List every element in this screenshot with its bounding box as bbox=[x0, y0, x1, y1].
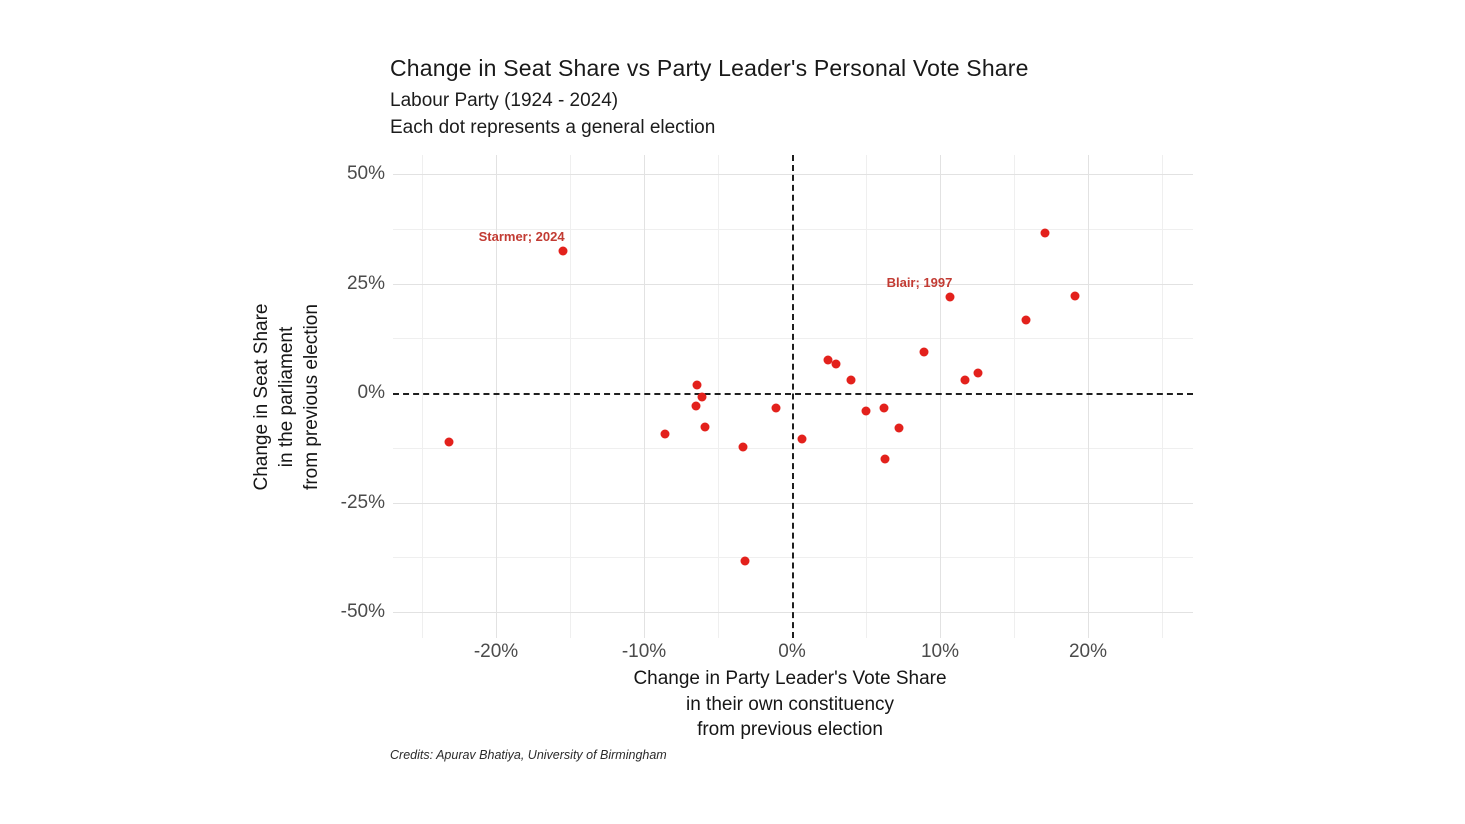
gridline-x-minor bbox=[422, 155, 423, 638]
data-point bbox=[879, 403, 889, 413]
data-point bbox=[1070, 291, 1080, 301]
data-point bbox=[691, 401, 701, 411]
y-tick-label: 50% bbox=[346, 163, 385, 184]
data-point bbox=[846, 375, 856, 385]
data-point bbox=[1040, 228, 1050, 238]
data-point bbox=[738, 442, 748, 452]
data-point bbox=[660, 429, 670, 439]
y-tick-label: 25% bbox=[346, 272, 385, 294]
gridline-x-minor bbox=[1014, 155, 1015, 638]
gridline-x-minor bbox=[570, 155, 571, 638]
data-point bbox=[771, 403, 781, 413]
gridline-x-minor bbox=[866, 155, 867, 638]
data-point bbox=[797, 434, 807, 444]
data-point bbox=[740, 556, 750, 566]
data-point bbox=[945, 292, 955, 302]
annotation-label: Blair; 1997 bbox=[886, 275, 953, 291]
x-axis-title: Change in Party Leader's Vote Share in t… bbox=[633, 668, 947, 740]
data-point bbox=[692, 380, 702, 390]
data-point bbox=[1021, 315, 1031, 325]
chart-subtitle: Labour Party (1924 - 2024) bbox=[390, 90, 619, 111]
gridline-x-major bbox=[940, 155, 941, 638]
gridline-x-major bbox=[496, 155, 497, 638]
data-point bbox=[444, 437, 454, 447]
x-tick-label: 20% bbox=[1068, 641, 1108, 662]
x-tick-label: -20% bbox=[473, 641, 519, 662]
x-tick-label: -10% bbox=[621, 641, 667, 662]
data-point bbox=[880, 454, 890, 464]
chart-caption: Each dot represents a general election bbox=[390, 117, 716, 138]
x-tick-label: 10% bbox=[920, 641, 960, 662]
data-point bbox=[831, 359, 841, 369]
data-point bbox=[823, 355, 833, 365]
gridline-x-minor bbox=[718, 155, 719, 638]
annotation-label: Starmer; 2024 bbox=[478, 229, 565, 245]
chart-title: Change in Seat Share vs Party Leader's P… bbox=[390, 55, 1029, 81]
data-point bbox=[960, 375, 970, 385]
gridline-x-minor bbox=[1162, 155, 1163, 638]
data-point bbox=[973, 368, 983, 378]
y-tick-label: 0% bbox=[357, 382, 385, 403]
plot-panel: Starmer; 2024 Blair; 1997 bbox=[393, 155, 1193, 638]
data-point bbox=[697, 392, 707, 402]
data-point bbox=[919, 347, 929, 357]
data-point bbox=[894, 423, 904, 433]
y-tick-label: -25% bbox=[340, 491, 385, 513]
data-point bbox=[558, 246, 568, 256]
y-tick-label: -50% bbox=[340, 601, 385, 622]
credits-text: Credits: Apurav Bhatiya, University of B… bbox=[390, 748, 667, 762]
zero-line-vertical bbox=[792, 155, 794, 638]
gridline-x-major bbox=[644, 155, 645, 638]
data-point bbox=[861, 406, 871, 416]
x-tick-label: 0% bbox=[778, 641, 806, 662]
data-point bbox=[700, 422, 710, 432]
gridline-x-major bbox=[1088, 155, 1089, 638]
